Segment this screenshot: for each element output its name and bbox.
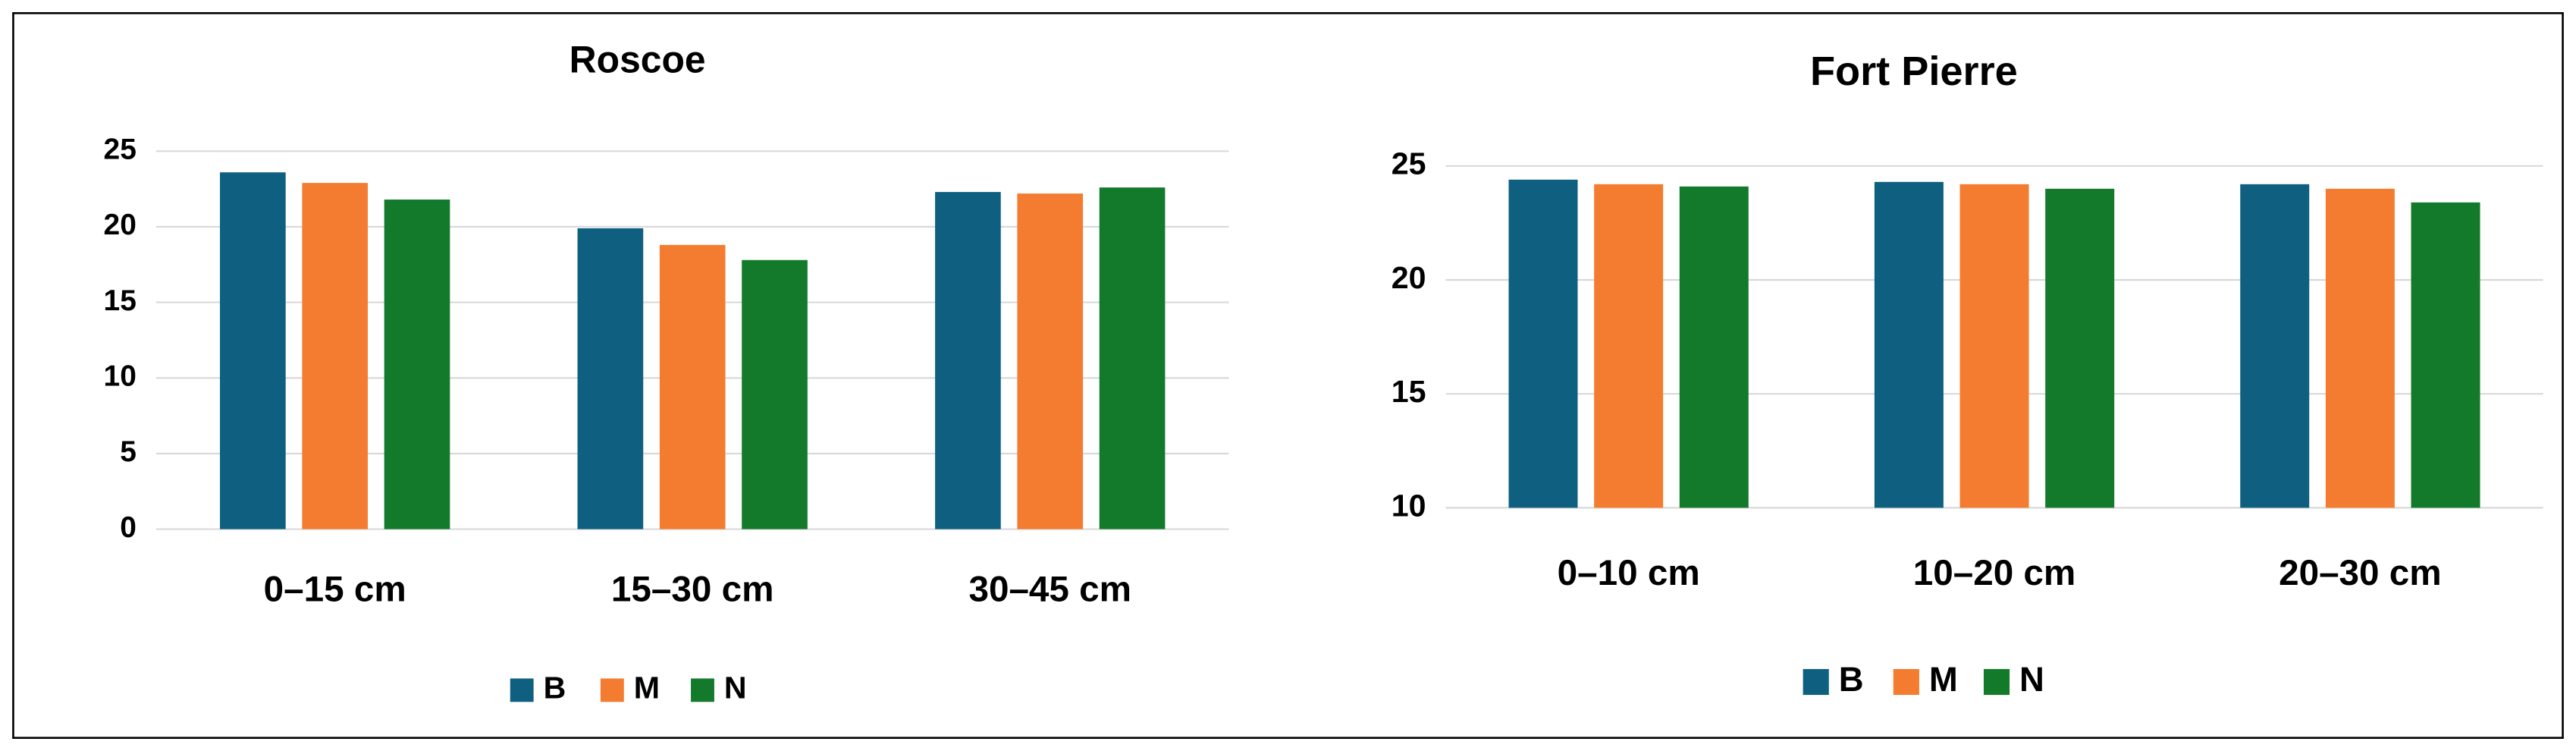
legend-label: B xyxy=(544,671,566,705)
bar xyxy=(1017,193,1084,529)
bar xyxy=(1594,184,1664,508)
chart-title: Fort Pierre xyxy=(1810,49,2018,94)
legend-label: B xyxy=(1839,660,1864,699)
bar xyxy=(659,244,726,529)
bar xyxy=(2240,184,2310,508)
legend-swatch xyxy=(600,678,624,702)
bar xyxy=(302,183,369,529)
legend-label: N xyxy=(724,671,747,705)
bar xyxy=(1874,181,1944,508)
x-tick-label: 0–10 cm xyxy=(1558,553,1700,593)
x-tick-label: 15–30 cm xyxy=(611,569,774,609)
bar xyxy=(384,200,450,529)
legend-swatch xyxy=(1983,668,2010,696)
y-tick-label: 10 xyxy=(104,360,136,393)
y-tick-label: 20 xyxy=(1392,260,1426,295)
y-tick-label: 5 xyxy=(120,435,136,468)
legend-swatch xyxy=(510,678,534,702)
x-tick-label: 20–30 cm xyxy=(2279,553,2442,593)
legend-swatch xyxy=(691,678,714,702)
y-tick-label: 10 xyxy=(1392,488,1426,523)
bar xyxy=(1099,187,1166,529)
legend-label: M xyxy=(1929,660,1958,699)
y-tick-label: 15 xyxy=(1392,374,1426,409)
legend-label: N xyxy=(2019,660,2044,699)
y-tick-label: 0 xyxy=(120,511,136,544)
figure-border xyxy=(12,12,2564,739)
bar xyxy=(220,172,286,529)
legend-swatch xyxy=(1893,668,1919,696)
legend-swatch xyxy=(1803,668,1829,696)
y-tick-label: 15 xyxy=(104,284,136,317)
x-tick-label: 0–15 cm xyxy=(264,569,406,609)
bar xyxy=(742,259,808,529)
y-tick-label: 20 xyxy=(104,209,136,241)
y-tick-label: 25 xyxy=(1392,146,1426,181)
bar xyxy=(1679,186,1749,508)
bar xyxy=(1508,179,1578,508)
x-tick-label: 10–20 cm xyxy=(1913,553,2076,593)
bar xyxy=(2045,188,2115,508)
bar xyxy=(935,192,1001,529)
y-tick-label: 25 xyxy=(104,134,136,166)
chart-title: Roscoe xyxy=(569,38,706,80)
bar xyxy=(2411,202,2480,508)
bar xyxy=(1959,184,2029,508)
legend-label: M xyxy=(634,671,660,705)
bar xyxy=(2325,188,2395,508)
x-tick-label: 30–45 cm xyxy=(968,569,1131,609)
bar xyxy=(577,228,644,529)
